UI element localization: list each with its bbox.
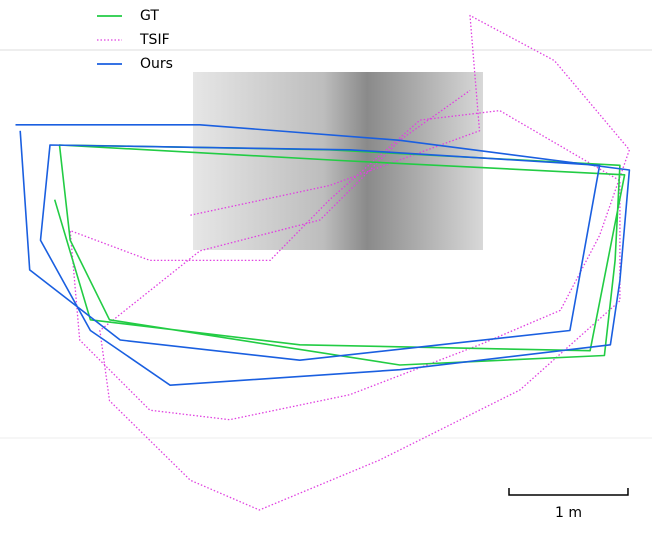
scale-bar: 1 m: [509, 488, 628, 521]
scale-bar-label: 1 m: [555, 505, 582, 521]
chart: GT TSIF Ours 1 m: [0, 0, 652, 535]
scale-bar-line: [509, 488, 628, 495]
legend-label: GT: [140, 8, 159, 24]
legend-label: Ours: [140, 56, 173, 72]
legend-label: TSIF: [139, 32, 170, 48]
legend: GT TSIF Ours: [97, 8, 173, 72]
